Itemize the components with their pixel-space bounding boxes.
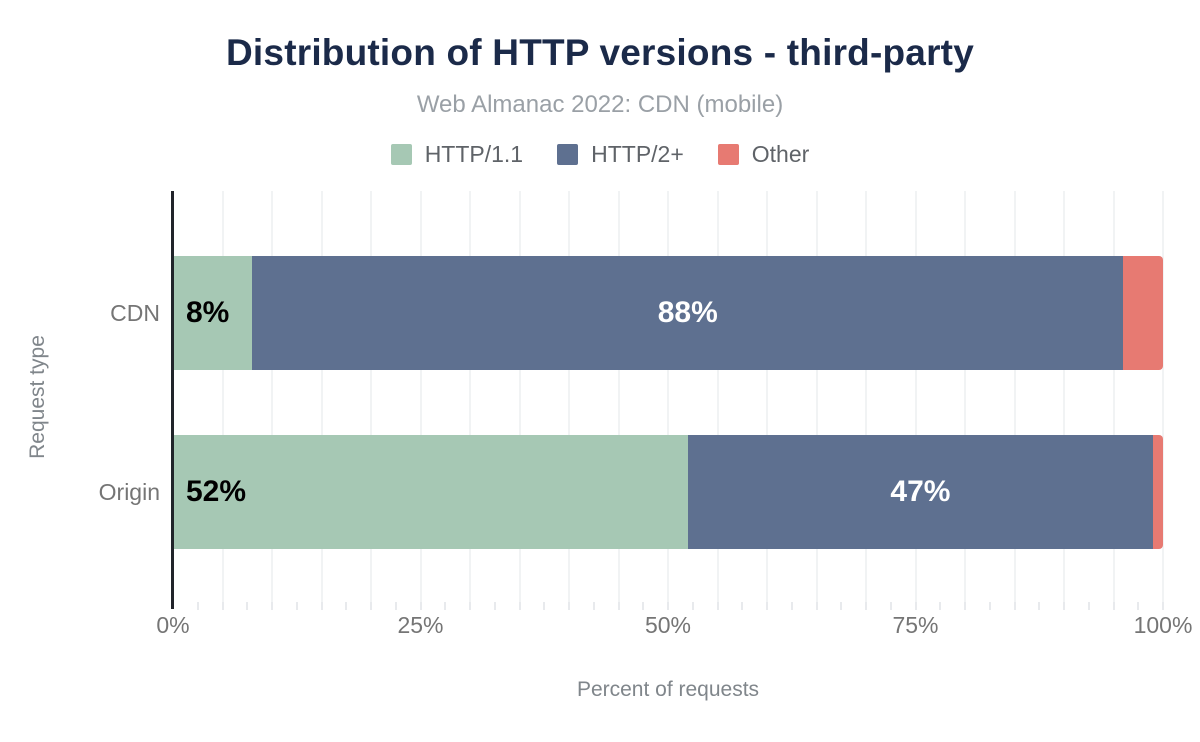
x-tick-label-100: 100% — [1133, 612, 1193, 638]
axis-tick — [518, 602, 521, 610]
bar-row-cdn: 8% 88% — [173, 256, 1163, 370]
axis-tick — [1162, 602, 1164, 610]
gridline — [221, 191, 224, 604]
bar-value-label: 47% — [890, 475, 951, 508]
axis-tick — [815, 602, 818, 610]
axis-tick — [1087, 602, 1090, 610]
axis-tick — [617, 602, 620, 610]
gridline — [1063, 191, 1065, 604]
axis-tick — [592, 602, 595, 610]
bar-value-label: 8% — [186, 296, 230, 329]
axis-tick — [1137, 602, 1140, 610]
gridline — [1013, 191, 1016, 604]
axis-tick — [691, 602, 694, 610]
axis-tick — [196, 602, 199, 610]
x-tick-label-0: 0% — [156, 612, 190, 638]
gridline — [370, 191, 372, 604]
axis-tick — [568, 602, 570, 610]
x-tick-label-75: 75% — [892, 612, 939, 638]
gridline — [271, 191, 273, 604]
gridline — [964, 191, 966, 604]
chart-title: Distribution of HTTP versions - third-pa… — [226, 32, 974, 73]
legend-item-http-1-1: HTTP/1.1 — [390, 140, 524, 168]
bar-segment-origin-http-1-1[interactable] — [173, 435, 688, 549]
axis-tick — [889, 602, 892, 610]
axis-tick — [865, 602, 867, 610]
axis-tick — [419, 602, 422, 610]
axis-tick — [320, 602, 323, 610]
x-tick-label-50: 50% — [644, 612, 692, 638]
gridline — [914, 191, 917, 604]
bar-segment-origin-http-2-[interactable] — [687, 435, 1154, 549]
category-label-cdn: CDN — [110, 300, 160, 326]
axis-tick — [914, 602, 917, 610]
axis-tick — [939, 602, 942, 610]
gridline — [568, 191, 570, 604]
axis-tick — [221, 602, 224, 610]
gridline — [865, 191, 867, 604]
plot-area: 8% 88% 52% 47% — [173, 191, 1164, 610]
gridline — [1112, 191, 1115, 604]
axis-tick — [642, 602, 645, 610]
bar-segment-cdn-http-2-[interactable] — [252, 256, 1124, 370]
gridline — [766, 191, 768, 604]
axis-tick — [790, 602, 793, 610]
axis-tick — [766, 602, 768, 610]
axis-tick — [271, 602, 273, 610]
legend-item-http-2-: HTTP/2+ — [557, 141, 684, 168]
axis-tick — [1112, 602, 1115, 610]
legend-label: HTTP/2+ — [591, 140, 684, 167]
axis-tick — [988, 602, 991, 610]
legend-swatch-icon — [557, 143, 579, 165]
axis-tick — [246, 602, 249, 610]
gridline — [320, 191, 323, 604]
legend-label: HTTP/1.1 — [424, 140, 524, 167]
legend-swatch-icon — [390, 143, 412, 165]
axis-tick — [370, 602, 372, 610]
axis-tick — [840, 602, 843, 610]
bar-segment-cdn-http-1-1[interactable] — [173, 256, 253, 370]
axis-tick — [493, 602, 496, 610]
gridline — [716, 191, 719, 604]
gridline — [815, 191, 818, 604]
axis-tick — [1013, 602, 1016, 610]
bar-segment-cdn-other[interactable] — [1123, 256, 1163, 370]
gridline — [518, 191, 521, 604]
axis-tick — [741, 602, 744, 610]
axis-tick — [469, 602, 471, 610]
category-label-origin: Origin — [98, 479, 160, 505]
bar-segment-origin-other[interactable] — [1153, 435, 1163, 549]
axis-tick — [543, 602, 546, 610]
x-axis-title: Percent of requests — [576, 678, 760, 701]
legend-item-other: Other — [717, 140, 810, 168]
axis-tick — [716, 602, 719, 610]
axis-tick — [1038, 602, 1041, 610]
x-tick-label-25: 25% — [397, 612, 444, 638]
bar-value-label: 88% — [657, 296, 718, 329]
legend-label: Other — [751, 140, 810, 167]
legend: HTTP/1.1 HTTP/2+ Other — [0, 141, 1200, 167]
axis-tick — [295, 602, 298, 610]
axis-tick — [394, 602, 397, 610]
bar-value-label: 52% — [186, 475, 247, 508]
gridline — [1162, 191, 1164, 604]
axis-tick — [667, 602, 669, 610]
legend-swatch-icon — [717, 143, 739, 165]
gridline — [617, 191, 620, 604]
gridline — [667, 191, 669, 604]
axis-tick — [345, 602, 348, 610]
axis-tick — [964, 602, 966, 610]
axis-tick — [444, 602, 447, 610]
chart-subtitle: Web Almanac 2022: CDN (mobile) — [416, 91, 784, 118]
gridline — [419, 191, 422, 604]
axis-tick — [1063, 602, 1065, 610]
y-axis-line — [171, 191, 174, 609]
bar-row-origin: 52% 47% — [173, 435, 1163, 549]
gridline — [469, 191, 471, 604]
